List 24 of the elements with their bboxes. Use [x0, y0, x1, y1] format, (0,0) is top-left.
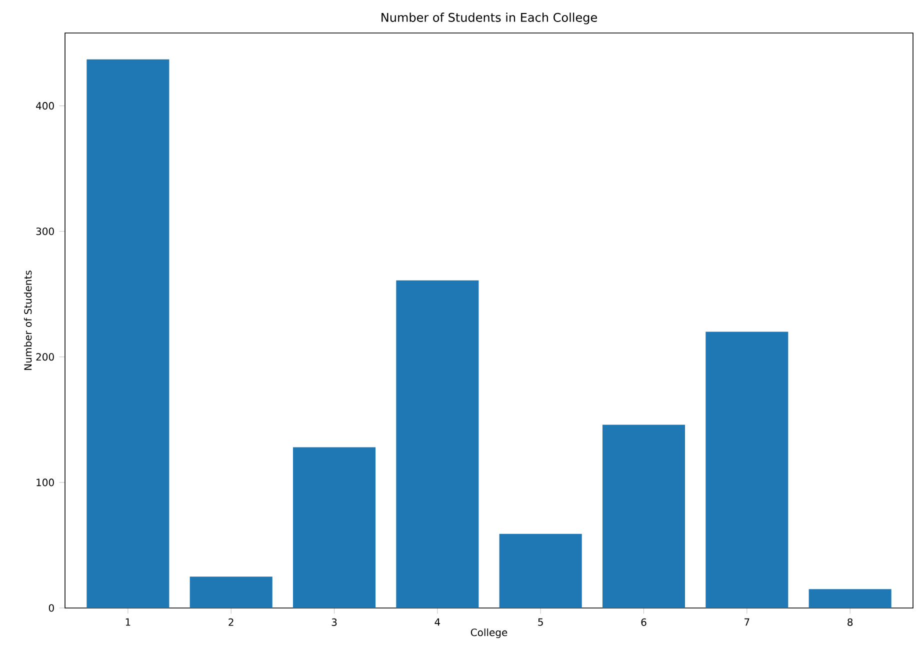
x-tick-label: 8: [848, 618, 853, 626]
bar: [602, 424, 686, 608]
y-tick-label: 0: [48, 604, 54, 612]
x-tick-label: 5: [538, 618, 543, 626]
y-axis-title: Number of Students: [24, 270, 32, 370]
bar: [706, 332, 788, 608]
bar: [499, 534, 582, 608]
y-tick-label: 200: [36, 353, 54, 361]
x-tick-label: 2: [228, 618, 234, 626]
x-tick-label: 7: [744, 618, 750, 626]
chart-title: Number of Students in Each College: [382, 12, 597, 24]
y-tick-label: 100: [36, 478, 54, 486]
x-tick-label: 1: [126, 618, 130, 626]
x-axis-title: College: [470, 628, 508, 638]
bar: [808, 589, 892, 608]
x-tick-label: 3: [332, 618, 337, 626]
bar: [396, 280, 479, 608]
x-tick-label: 4: [434, 618, 440, 626]
x-tick-label: 6: [641, 618, 646, 626]
bar: [293, 447, 376, 608]
y-tick-label: 300: [36, 228, 54, 236]
y-tick-label: 400: [36, 102, 54, 110]
bar: [190, 576, 272, 608]
bar: [86, 59, 170, 608]
